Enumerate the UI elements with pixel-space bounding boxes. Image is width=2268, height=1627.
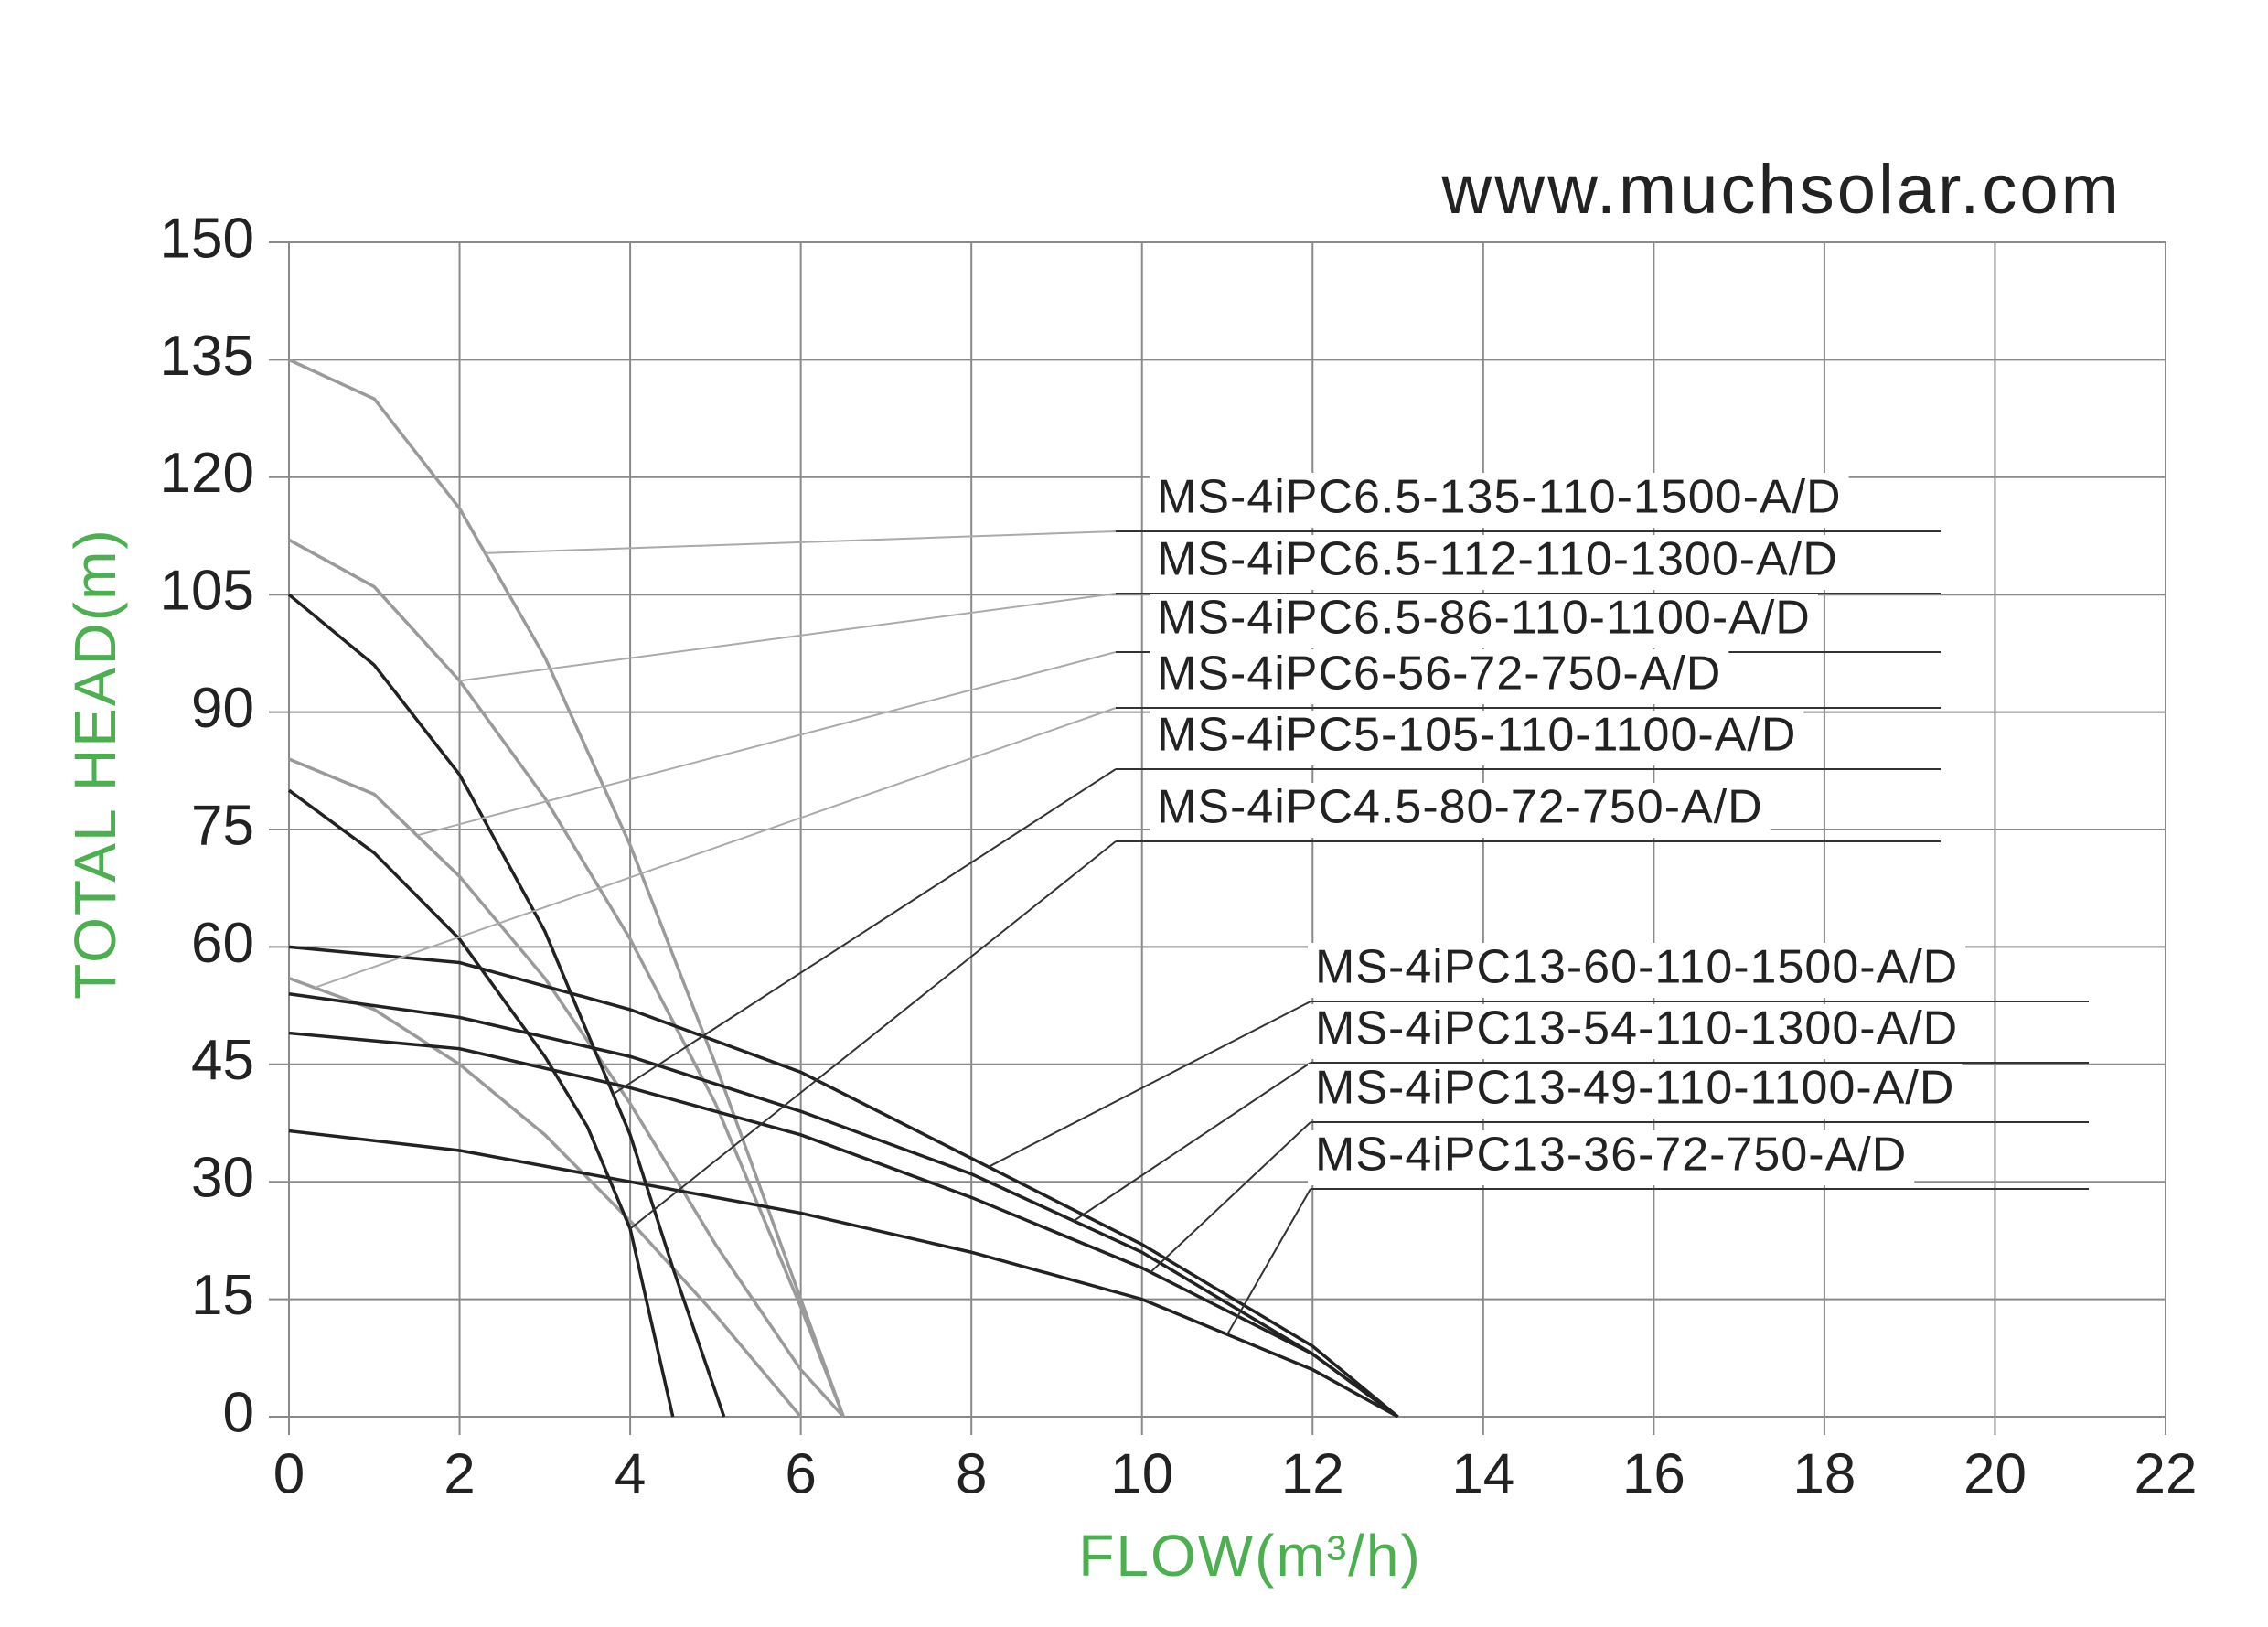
leader-line	[612, 768, 1117, 1096]
series-line	[288, 992, 1399, 1418]
y-tick-label: 45	[191, 1029, 254, 1092]
x-tick-label: 0	[273, 1442, 305, 1505]
label-bg	[1308, 943, 1966, 998]
series-label: MS-4iPC6-56-72-750-A/D	[1157, 648, 1721, 701]
series-line	[288, 757, 845, 1418]
x-tick-label: 8	[956, 1442, 987, 1505]
series-line	[288, 1031, 1399, 1418]
series-label: MS-4iPC13-36-72-750-A/D	[1315, 1129, 1907, 1182]
x-tick-label: 6	[785, 1442, 816, 1505]
series-line	[288, 1129, 1399, 1418]
y-tick-label: 135	[160, 325, 254, 388]
y-tick-label: 75	[191, 794, 254, 857]
series-label: MS-4iPC4.5-80-72-750-A/D	[1157, 781, 1763, 834]
leader-line	[416, 651, 1117, 837]
leader-line	[1150, 1121, 1311, 1273]
y-tick-label: 150	[160, 207, 254, 270]
x-tick-label: 20	[1963, 1442, 2027, 1505]
x-tick-label: 4	[615, 1442, 646, 1505]
series-label: MS-4iPC13-60-110-1500-A/D	[1315, 941, 1958, 994]
series-line	[288, 945, 1399, 1418]
label-bg	[1150, 649, 1729, 704]
series-line	[288, 358, 845, 1418]
series-line	[288, 976, 802, 1418]
label-bg	[1150, 473, 1849, 528]
label-bg	[1150, 594, 1818, 648]
series-label: MS-4iPC6.5-135-110-1500-A/D	[1157, 471, 1842, 524]
leader-line	[314, 707, 1117, 989]
series-line	[287, 788, 675, 1418]
series-label: MS-4iPC6.5-112-110-1300-A/D	[1157, 533, 1838, 586]
y-tick-label: 90	[191, 677, 254, 740]
y-tick-label: 30	[191, 1147, 254, 1210]
leader-line	[1226, 1188, 1311, 1335]
series-line	[287, 593, 726, 1418]
label-bg	[1308, 1130, 1915, 1185]
chart-title: www.muchsolar.com	[1440, 151, 2122, 229]
label-bg	[1150, 535, 1845, 590]
leader-line	[1073, 1062, 1311, 1222]
x-tick-label: 2	[444, 1442, 475, 1505]
label-bg	[1308, 1064, 1963, 1119]
x-axis-label: FLOW(m³/h)	[1078, 1523, 1422, 1589]
x-tick-label: 18	[1792, 1442, 1856, 1505]
x-tick-label: 10	[1110, 1442, 1173, 1505]
y-tick-label: 60	[191, 912, 254, 975]
label-bg	[1150, 711, 1804, 765]
series-label: MS-4iPC5-105-110-1100-A/D	[1157, 709, 1796, 762]
series-line	[288, 538, 845, 1418]
series-label: MS-4iPC13-49-110-1100-A/D	[1315, 1062, 1954, 1115]
y-tick-label: 0	[223, 1381, 254, 1444]
x-tick-label: 16	[1622, 1442, 1685, 1505]
leader-line	[988, 1001, 1311, 1168]
series-label: MS-4iPC6.5-86-110-1100-A/D	[1157, 592, 1811, 645]
y-tick-label: 105	[160, 560, 254, 623]
label-bg	[1308, 1004, 1966, 1059]
x-tick-label: 22	[2134, 1442, 2198, 1505]
label-bg	[1150, 783, 1771, 838]
x-tick-label: 12	[1281, 1442, 1344, 1505]
leader-line	[629, 840, 1117, 1230]
leader-line	[485, 530, 1117, 554]
series-label: MS-4iPC13-54-110-1300-A/D	[1315, 1002, 1958, 1055]
leader-line	[459, 593, 1117, 682]
x-tick-label: 14	[1451, 1442, 1514, 1505]
y-tick-label: 120	[160, 442, 254, 505]
y-axis-label: TOTAL HEAD(m)	[62, 528, 128, 1000]
y-tick-label: 15	[191, 1264, 254, 1327]
